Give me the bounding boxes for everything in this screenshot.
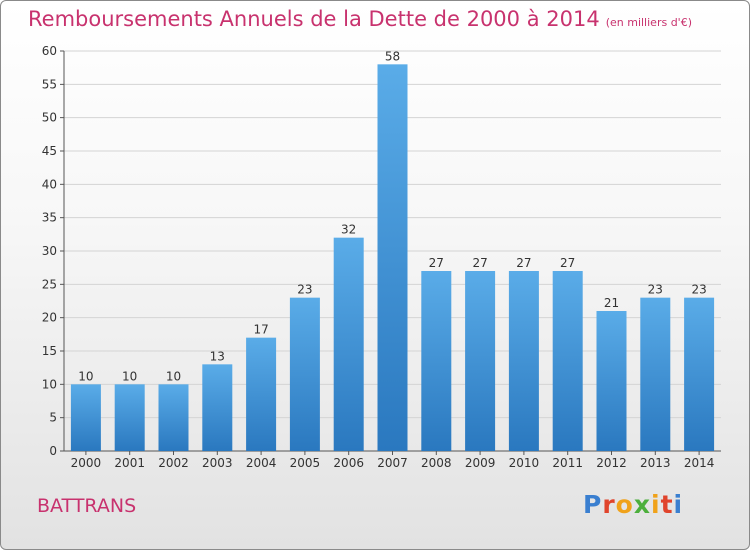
- x-tick-label-2013: 2013: [640, 456, 671, 470]
- value-label-2003: 13: [210, 349, 225, 363]
- bar-2012: [596, 311, 627, 451]
- value-label-2004: 17: [253, 323, 268, 337]
- logo-letter: r: [602, 490, 616, 519]
- value-label-2006: 32: [341, 223, 356, 237]
- y-tick-label: 45: [42, 144, 57, 158]
- x-tick-labels: 2000 2001 2002 2003 2004 2005 2006 2007 2008 2009…: [71, 456, 715, 470]
- bar-2001: [114, 384, 145, 451]
- y-tick-labels: 0 5 10 15 20 25 30 35 40 45 50 55 60: [42, 44, 57, 458]
- y-tick-label: 60: [42, 44, 57, 58]
- value-label-2011: 27: [560, 256, 575, 270]
- bar-2007: [377, 64, 408, 452]
- x-tick-label-2010: 2010: [509, 456, 540, 470]
- y-tick-label: 0: [49, 444, 57, 458]
- y-tick-label: 40: [42, 177, 57, 191]
- bar-2011: [552, 271, 583, 451]
- bar-2013: [640, 297, 671, 451]
- bar-2014: [684, 297, 715, 451]
- bar-2003: [202, 364, 233, 451]
- x-tick-label-2012: 2012: [596, 456, 627, 470]
- x-tick-label-2002: 2002: [158, 456, 189, 470]
- logo-letter: P: [583, 490, 603, 519]
- chart-title-text: Remboursements Annuels de la Dette de 20…: [28, 7, 600, 31]
- value-label-2001: 10: [122, 369, 137, 383]
- value-label-2013: 23: [648, 283, 663, 297]
- x-tick-label-2007: 2007: [377, 456, 408, 470]
- y-tick-label: 15: [42, 344, 57, 358]
- value-labels: 10 10 10 13 17 23 32 58 27 27 27 27 21 23 23: [78, 49, 706, 383]
- bar-2009: [465, 271, 496, 451]
- y-tick-label: 30: [42, 244, 57, 258]
- x-tick-label-2003: 2003: [202, 456, 233, 470]
- value-label-2005: 23: [297, 283, 312, 297]
- value-label-2009: 27: [472, 256, 487, 270]
- y-tick-label: 10: [42, 377, 57, 391]
- y-tick-label: 5: [49, 411, 57, 425]
- value-label-2008: 27: [429, 256, 444, 270]
- y-tick-label: 20: [42, 311, 57, 325]
- value-label-2014: 23: [691, 283, 706, 297]
- x-tick-label-2001: 2001: [114, 456, 145, 470]
- bar-2006: [333, 237, 364, 451]
- x-tick-label-2008: 2008: [421, 456, 452, 470]
- bar-2002: [158, 384, 189, 451]
- chart-title: Remboursements Annuels de la Dette de 20…: [28, 7, 692, 31]
- x-tick-label-2014: 2014: [684, 456, 715, 470]
- x-tick-label-2009: 2009: [465, 456, 496, 470]
- value-label-2000: 10: [78, 369, 93, 383]
- place-name: BATTRANS: [37, 495, 137, 517]
- bar-2000: [70, 384, 101, 451]
- x-tick-label-2006: 2006: [333, 456, 364, 470]
- chart-subtitle: (en milliers d'€): [605, 16, 692, 29]
- y-tick-label: 55: [42, 77, 57, 91]
- x-tick-label-2004: 2004: [246, 456, 277, 470]
- value-label-2010: 27: [516, 256, 531, 270]
- logo-letter: i: [673, 490, 684, 519]
- proxiti-logo: Proxiti: [583, 490, 683, 519]
- logo-letter: x: [633, 490, 651, 519]
- x-tick-label-2011: 2011: [552, 456, 583, 470]
- bars: [70, 64, 715, 452]
- value-label-2007: 58: [385, 49, 400, 63]
- x-tick-label-2005: 2005: [290, 456, 321, 470]
- logo-letter: o: [615, 490, 634, 519]
- value-label-2012: 21: [604, 296, 619, 310]
- bar-2004: [246, 337, 277, 451]
- y-tick-label: 35: [42, 211, 57, 225]
- y-tick-label: 50: [42, 111, 57, 125]
- value-label-2002: 10: [166, 369, 181, 383]
- x-tick-label-2000: 2000: [71, 456, 102, 470]
- bar-2008: [421, 271, 452, 451]
- logo-letter: i: [651, 490, 661, 519]
- logo-letter: t: [660, 490, 674, 519]
- y-tick-label: 25: [42, 277, 57, 291]
- bar-2010: [508, 271, 539, 451]
- bar-2005: [289, 297, 320, 451]
